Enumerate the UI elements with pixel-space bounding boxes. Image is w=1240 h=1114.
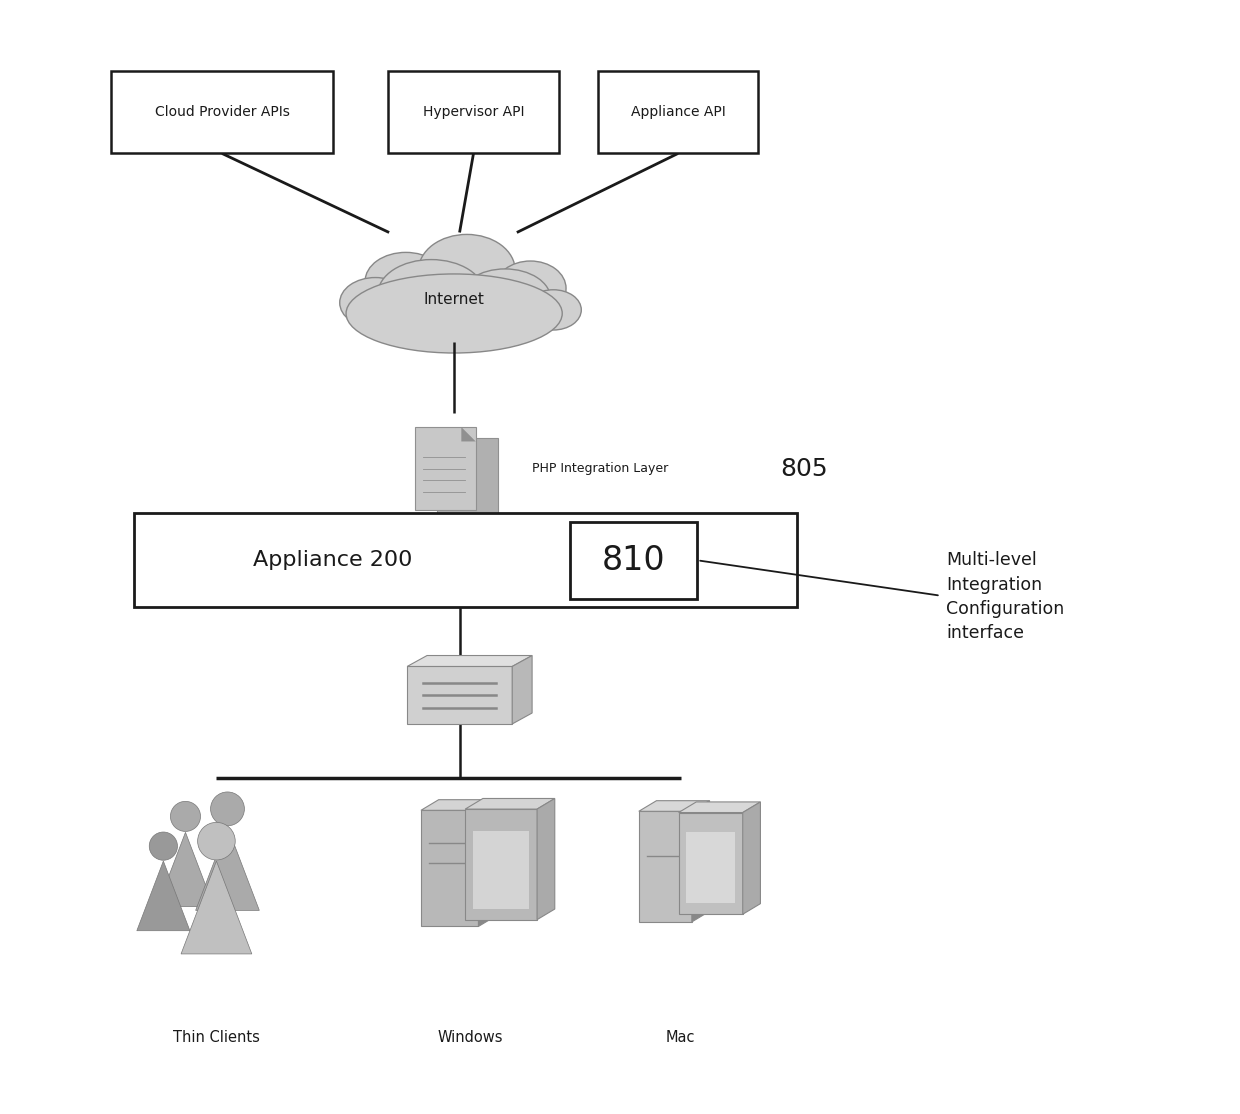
FancyBboxPatch shape bbox=[436, 438, 497, 521]
Text: Windows: Windows bbox=[438, 1030, 503, 1045]
Text: Internet: Internet bbox=[424, 292, 485, 306]
FancyBboxPatch shape bbox=[465, 809, 537, 920]
Text: Multi-level
Integration
Configuration
interface: Multi-level Integration Configuration in… bbox=[946, 551, 1064, 643]
FancyBboxPatch shape bbox=[598, 70, 758, 154]
FancyBboxPatch shape bbox=[420, 810, 479, 927]
FancyBboxPatch shape bbox=[112, 70, 332, 154]
FancyBboxPatch shape bbox=[388, 70, 559, 154]
Polygon shape bbox=[512, 655, 532, 724]
Text: Thin Clients: Thin Clients bbox=[174, 1030, 260, 1045]
Polygon shape bbox=[692, 801, 709, 922]
Polygon shape bbox=[157, 832, 213, 907]
Ellipse shape bbox=[495, 261, 565, 315]
Ellipse shape bbox=[378, 260, 485, 329]
Text: Appliance 200: Appliance 200 bbox=[253, 550, 412, 569]
Circle shape bbox=[170, 801, 201, 831]
Ellipse shape bbox=[419, 234, 515, 306]
Polygon shape bbox=[461, 427, 476, 441]
FancyBboxPatch shape bbox=[472, 831, 529, 909]
Polygon shape bbox=[196, 827, 259, 910]
FancyBboxPatch shape bbox=[407, 666, 512, 724]
FancyBboxPatch shape bbox=[415, 427, 476, 510]
Polygon shape bbox=[465, 799, 554, 809]
Text: Mac: Mac bbox=[666, 1030, 696, 1045]
Ellipse shape bbox=[365, 253, 446, 310]
Circle shape bbox=[197, 822, 236, 860]
FancyBboxPatch shape bbox=[686, 832, 735, 903]
Polygon shape bbox=[420, 800, 496, 810]
Polygon shape bbox=[136, 861, 190, 930]
Ellipse shape bbox=[340, 277, 410, 328]
Text: Cloud Provider APIs: Cloud Provider APIs bbox=[155, 105, 289, 119]
Polygon shape bbox=[537, 799, 554, 920]
Polygon shape bbox=[181, 861, 252, 954]
Polygon shape bbox=[639, 801, 709, 811]
FancyBboxPatch shape bbox=[134, 512, 797, 607]
Text: 805: 805 bbox=[780, 457, 828, 480]
Text: Hypervisor API: Hypervisor API bbox=[423, 105, 525, 119]
Text: 810: 810 bbox=[601, 544, 666, 577]
Text: PHP Integration Layer: PHP Integration Layer bbox=[532, 462, 668, 475]
Polygon shape bbox=[407, 655, 532, 666]
Ellipse shape bbox=[346, 274, 562, 353]
Polygon shape bbox=[678, 802, 760, 812]
Ellipse shape bbox=[526, 290, 582, 330]
Polygon shape bbox=[743, 802, 760, 915]
Text: Appliance API: Appliance API bbox=[631, 105, 725, 119]
FancyBboxPatch shape bbox=[639, 811, 692, 922]
Polygon shape bbox=[479, 800, 496, 927]
Circle shape bbox=[211, 792, 244, 825]
Ellipse shape bbox=[459, 268, 551, 330]
FancyBboxPatch shape bbox=[678, 812, 743, 915]
FancyBboxPatch shape bbox=[570, 521, 697, 599]
Circle shape bbox=[149, 832, 177, 860]
